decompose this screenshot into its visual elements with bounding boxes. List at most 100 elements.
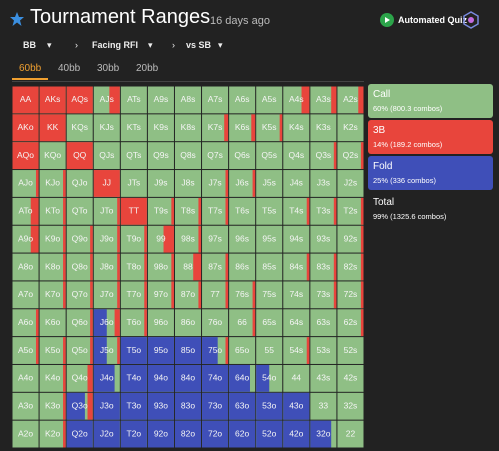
fold-part (202, 337, 218, 364)
hand-cell (39, 337, 66, 364)
hand-cell (202, 253, 229, 281)
hand-label: 88 (183, 261, 193, 271)
raise-part (90, 225, 93, 253)
raise-part (198, 281, 202, 309)
hand-label: 76o (208, 317, 222, 327)
tab[interactable]: 60bb (19, 63, 42, 74)
fold-part (310, 420, 332, 448)
hand-label: AQo (17, 150, 34, 160)
hand-cell (256, 253, 283, 281)
hand-label: 64o (235, 373, 249, 383)
hand-cell (39, 420, 66, 448)
hand-cell (256, 337, 283, 364)
hand-cell (39, 281, 66, 309)
hand-label: 53o (262, 400, 276, 410)
hand-cell (310, 309, 337, 337)
raise-part (117, 337, 120, 364)
raise-part (12, 86, 39, 114)
play-icon[interactable] (380, 13, 394, 27)
hand-cell (337, 142, 364, 170)
hand-cell (256, 309, 283, 337)
hand-label: Q8s (180, 150, 196, 160)
raise-part (171, 281, 174, 309)
hand-label: J5o (100, 345, 114, 355)
hand-label: 96s (235, 233, 249, 243)
filter[interactable]: vs SB (186, 40, 212, 50)
hand-cell (283, 309, 310, 337)
hand-label: 73s (317, 289, 331, 299)
raise-part (301, 86, 310, 114)
hand-label: T3o (127, 400, 142, 410)
fold-part (93, 337, 107, 364)
raise-part (90, 253, 93, 281)
hand-label: 97o (154, 289, 168, 299)
hand-label: QTo (72, 206, 88, 216)
raise-part (333, 142, 337, 170)
star-icon[interactable] (9, 11, 25, 27)
hand-cell (147, 86, 174, 114)
raise-part (90, 337, 93, 364)
tab[interactable]: 20bb (136, 63, 159, 74)
legend-detail: 60% (800.3 combos) (373, 104, 443, 113)
hand-cell (66, 197, 93, 225)
fold-part (120, 420, 147, 448)
raise-part (333, 253, 337, 281)
raise-part (331, 86, 337, 114)
range-grid: AA AKs AQs AJs ATs A9s A8s A7s A6s A5s A4s A3s A2s AK… (12, 86, 364, 448)
hand-label: K3o (45, 400, 60, 410)
fold-part (256, 364, 270, 392)
hand-cell (147, 114, 174, 142)
raise-part (252, 309, 256, 337)
hand-cell (229, 170, 256, 197)
tab[interactable]: 30bb (97, 63, 120, 74)
legend-name: 3B (373, 125, 386, 136)
hand-cell (66, 225, 93, 253)
hand-label: AJo (18, 178, 33, 188)
hand-cell (283, 225, 310, 253)
hand-cell (39, 170, 66, 197)
raise-part (225, 253, 229, 281)
hand-cell (120, 309, 147, 337)
hand-cell (174, 114, 202, 142)
hand-label: 44 (292, 373, 302, 383)
hand-cell (256, 281, 283, 309)
hand-label: 63o (235, 400, 249, 410)
hand-cell (12, 420, 39, 448)
hand-cell (12, 392, 39, 420)
hand-label: A2s (343, 94, 358, 104)
hand-label: T6s (235, 206, 249, 216)
hand-label: AKo (17, 122, 33, 132)
hand-label: 43s (317, 373, 331, 383)
hand-label: A4s (289, 94, 304, 104)
hand-label: 22 (346, 428, 356, 438)
hand-cell (337, 392, 364, 420)
quiz-button[interactable]: Automated Quiz (398, 15, 467, 25)
fold-part (174, 392, 202, 420)
legend-raise: 3B 14% (189.2 combos) (368, 120, 493, 154)
raise-part (30, 197, 39, 225)
hand-label: JTs (127, 178, 140, 188)
hand-label: K4o (45, 373, 60, 383)
raise-part (30, 225, 39, 253)
hand-cell (229, 337, 256, 364)
hand-label: KJo (45, 178, 60, 188)
hand-label: 64s (289, 317, 303, 327)
hand-label: A3s (316, 94, 331, 104)
legend-call: Call 60% (800.3 combos) (368, 84, 493, 118)
hand-label: K9o (45, 233, 60, 243)
hand-label: T3s (316, 206, 330, 216)
fold-part (202, 364, 229, 392)
hand-label: 54s (289, 345, 303, 355)
filter[interactable]: Facing RFI (92, 40, 139, 50)
hand-label: 94s (289, 233, 303, 243)
hand-label: J7s (208, 178, 221, 188)
hand-label: T7o (127, 289, 142, 299)
hand-label: KTo (45, 206, 60, 216)
hand-cell (229, 225, 256, 253)
hand-cell (283, 364, 310, 392)
tab[interactable]: 40bb (58, 63, 81, 74)
hand-label: 92o (154, 428, 168, 438)
filter[interactable]: BB (23, 40, 36, 50)
fold-part (66, 420, 93, 448)
hand-label: 32s (344, 400, 358, 410)
